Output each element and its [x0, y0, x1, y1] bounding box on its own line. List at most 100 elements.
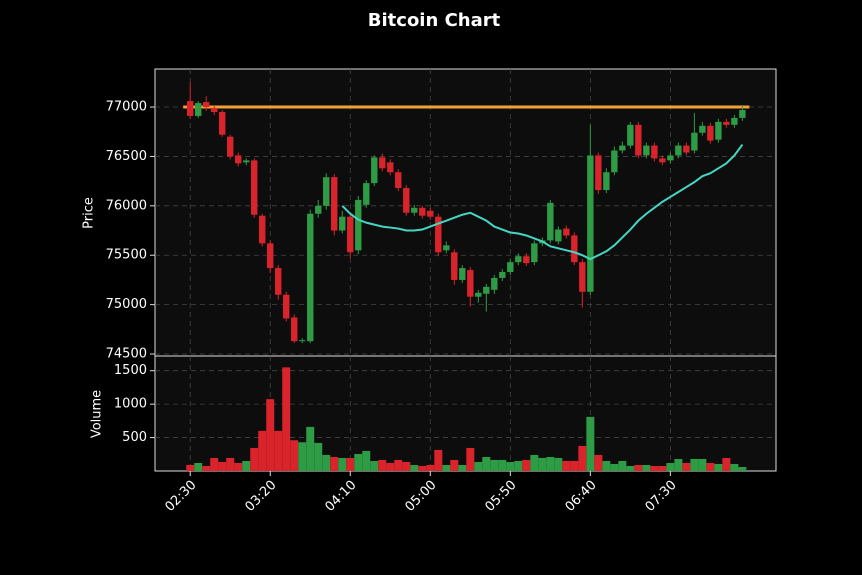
volume-tick-label: 1000: [114, 397, 147, 412]
candle-body: [483, 286, 490, 294]
moving-average-line: [341, 143, 744, 261]
candle-body: [243, 160, 250, 163]
candle-body: [547, 202, 554, 241]
volume-bar: [690, 458, 699, 471]
price-panel: [154, 68, 777, 357]
candle-body: [619, 145, 626, 151]
volume-bar: [330, 456, 339, 471]
volume-bar: [586, 416, 595, 471]
y-tick-label: 74500: [106, 347, 147, 362]
candle-body: [531, 243, 538, 263]
candle-body: [691, 132, 698, 151]
candle-body: [371, 157, 378, 184]
volume-bar: [618, 460, 627, 471]
candle-body: [235, 155, 242, 164]
volume-bar: [490, 459, 499, 471]
candle-body: [667, 155, 674, 161]
volume-bar: [402, 461, 411, 471]
volume-bar: [394, 459, 403, 471]
volume-bar: [242, 460, 251, 471]
candle-body: [411, 207, 418, 213]
volume-bar: [634, 464, 643, 471]
candle-body: [523, 256, 530, 264]
candle-body: [443, 245, 450, 251]
candle-body: [451, 252, 458, 280]
volume-bar: [466, 447, 475, 471]
volume-bar: [714, 463, 723, 471]
candle-body: [211, 108, 218, 112]
volume-bar: [322, 454, 331, 471]
volume-bar: [738, 466, 747, 471]
candle-body: [419, 207, 426, 216]
volume-bar: [474, 461, 483, 471]
chart-title: Bitcoin Chart: [368, 10, 501, 31]
candle-body: [387, 162, 394, 173]
candle-body: [467, 270, 474, 297]
volume-bar: [266, 399, 275, 471]
candle-body: [331, 177, 338, 231]
y-tick-label: 76000: [106, 198, 147, 213]
candle-body: [403, 188, 410, 213]
candle-body: [555, 229, 562, 242]
candle-body: [275, 268, 282, 295]
volume-bar: [626, 465, 635, 471]
volume-bar: [442, 464, 451, 471]
candle-body: [739, 110, 746, 118]
volume-bar: [210, 457, 219, 471]
y-tick-label: 76500: [106, 149, 147, 164]
volume-bar: [514, 460, 523, 471]
volume-bar: [338, 457, 347, 471]
candle-body: [579, 262, 586, 292]
candle-body: [587, 155, 594, 292]
candle-body: [363, 183, 370, 205]
candle-body: [195, 103, 202, 116]
volume-bar: [730, 463, 739, 471]
volume-bar: [418, 465, 427, 471]
volume-tick-label: 500: [122, 430, 147, 445]
candle-body: [571, 235, 578, 263]
candle-body: [299, 340, 306, 342]
y-tick-label: 75000: [106, 297, 147, 312]
volume-bar: [250, 447, 259, 471]
volume-bar: [602, 460, 611, 471]
candle-body: [259, 215, 266, 244]
candle-body: [563, 228, 570, 236]
volume-bar: [562, 460, 571, 471]
candle-body: [675, 145, 682, 156]
candle-body: [339, 216, 346, 231]
volume-bar: [434, 449, 443, 471]
candle-body: [731, 117, 738, 125]
candle-body: [515, 256, 522, 263]
candle-body: [347, 216, 354, 253]
volume-bar: [674, 458, 683, 471]
volume-axis-label: Volume: [90, 390, 105, 438]
volume-bar: [706, 462, 715, 471]
volume-bar: [658, 465, 667, 471]
candle-body: [355, 199, 362, 251]
volume-bar: [650, 465, 659, 471]
volume-bar: [306, 426, 315, 471]
candle-body: [427, 210, 434, 217]
volume-bar: [298, 442, 307, 471]
candle-body: [507, 262, 514, 273]
candle-body: [435, 216, 442, 253]
candle-body: [707, 125, 714, 141]
volume-bar: [258, 430, 267, 471]
volume-bar: [682, 462, 691, 471]
volume-bar: [450, 459, 459, 471]
volume-bar: [274, 430, 283, 471]
candle-body: [659, 158, 666, 163]
candle-body: [715, 121, 722, 140]
candle-body: [635, 124, 642, 156]
volume-bar: [482, 456, 491, 471]
volume-bar: [234, 462, 243, 471]
candle-body: [315, 205, 322, 214]
volume-bar: [410, 464, 419, 471]
candle-body: [643, 145, 650, 156]
candle-body: [595, 155, 602, 191]
volume-bar: [282, 367, 291, 471]
candle-body: [627, 124, 634, 146]
volume-bar: [354, 453, 363, 471]
